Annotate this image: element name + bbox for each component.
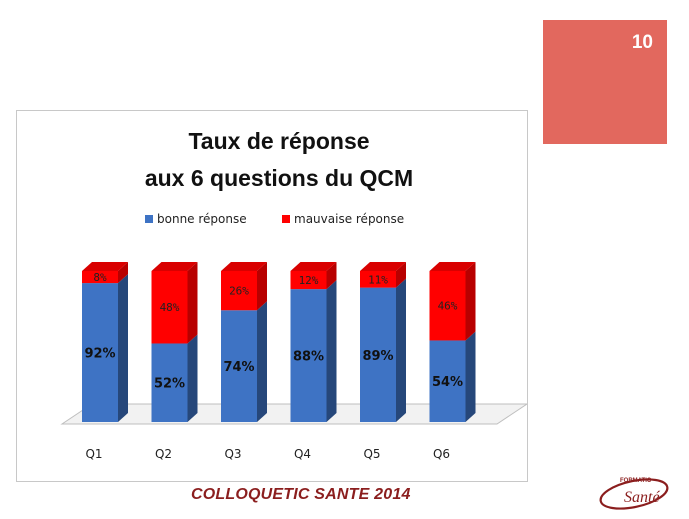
data-label-bonne-reponse-q5: 89% <box>362 349 393 364</box>
legend-label-mauvaise-reponse: mauvaise réponse <box>294 212 404 226</box>
bar-top-q5 <box>360 262 406 271</box>
x-tick-label-q2: Q2 <box>155 447 172 461</box>
bar-segment-mauvaise-reponse-q4 <box>290 271 327 290</box>
legend-swatch-bonne-reponse <box>145 215 153 223</box>
bar-side-mauvaise-reponse-q2 <box>187 262 198 344</box>
bar-segment-bonne-reponse-q5 <box>360 287 396 422</box>
chart-frame: Taux de réponse aux 6 questions du QCM b… <box>16 110 528 482</box>
x-tick-label-q5: Q5 <box>363 447 380 461</box>
data-label-mauvaise-reponse-q1: 8% <box>93 271 107 284</box>
bar-side-mauvaise-reponse-q5 <box>396 262 406 288</box>
bar-segment-mauvaise-reponse-q1 <box>82 271 118 284</box>
x-tick-label-q6: Q6 <box>433 447 450 461</box>
svg-text:FORMATIC: FORMATIC <box>620 478 652 484</box>
data-label-bonne-reponse-q1: 92% <box>84 347 115 362</box>
data-label-bonne-reponse-q6: 54% <box>432 375 463 390</box>
page-number: 10 <box>631 32 653 53</box>
data-label-bonne-reponse-q4: 88% <box>293 350 324 365</box>
bar-side-mauvaise-reponse-q4 <box>326 262 337 290</box>
stacked-bar-q2: 52% 48% <box>151 262 198 422</box>
bar-segment-mauvaise-reponse-q5 <box>360 271 396 288</box>
data-label-mauvaise-reponse-q5: 11% <box>368 273 388 286</box>
stacked-bar-q1: 92% 8% <box>82 262 128 422</box>
bar-top-q3 <box>221 262 267 271</box>
data-label-mauvaise-reponse-q6: 46% <box>438 300 458 313</box>
stacked-bar-q4: 88% 12% <box>290 262 337 422</box>
data-label-mauvaise-reponse-q4: 12% <box>299 274 319 287</box>
page-number-badge: 10 <box>543 20 667 144</box>
formatic-sante-logo: FORMATIC Santé <box>594 466 676 519</box>
chart-legend: bonne réponse mauvaise réponse <box>145 212 404 226</box>
data-label-bonne-reponse-q2: 52% <box>154 377 185 392</box>
stacked-bar-chart: Taux de réponse aux 6 questions du QCM b… <box>60 128 527 461</box>
bar-side-bonne-reponse-q3 <box>257 301 267 422</box>
bar-segment-bonne-reponse-q1 <box>82 283 118 422</box>
x-tick-label-q3: Q3 <box>224 447 241 461</box>
stacked-bar-q3: 74% 26% <box>221 262 267 422</box>
bar-top-q4 <box>290 262 337 271</box>
bar-segment-mauvaise-reponse-q2 <box>151 271 188 344</box>
data-label-mauvaise-reponse-q3: 26% <box>229 285 249 298</box>
bar-segment-bonne-reponse-q3 <box>221 310 257 422</box>
chart-title-line-2: aux 6 questions du QCM <box>145 165 413 191</box>
bar-side-bonne-reponse-q6 <box>465 331 476 422</box>
x-tick-label-q4: Q4 <box>294 447 311 461</box>
data-label-bonne-reponse-q3: 74% <box>223 360 254 375</box>
chart-title-line-1: Taux de réponse <box>188 128 369 154</box>
bar-top-q2 <box>151 262 198 271</box>
legend-swatch-mauvaise-reponse <box>282 215 290 223</box>
bar-top-q1 <box>82 262 128 271</box>
bar-side-mauvaise-reponse-q1 <box>118 262 128 284</box>
bar-side-bonne-reponse-q2 <box>187 334 198 422</box>
stacked-bar-q6: 54% 46% <box>429 262 476 422</box>
bars-group: 92% 8% 52% 48% 74% 26% 88% 12% 89% 11% 54% 46% <box>82 262 476 422</box>
bar-side-mauvaise-reponse-q3 <box>257 262 267 311</box>
bar-segment-bonne-reponse-q6 <box>429 340 466 422</box>
bar-side-mauvaise-reponse-q6 <box>465 262 476 341</box>
bar-segment-mauvaise-reponse-q6 <box>429 271 466 341</box>
legend-label-bonne-reponse: bonne réponse <box>157 212 247 226</box>
bar-side-bonne-reponse-q4 <box>326 280 337 422</box>
bar-segment-bonne-reponse-q2 <box>151 343 188 422</box>
bar-top-q6 <box>429 262 476 271</box>
data-label-mauvaise-reponse-q2: 48% <box>160 301 180 314</box>
svg-text:Santé: Santé <box>624 489 660 506</box>
footer-text: COLLOQUETIC SANTE 2014 <box>191 486 411 503</box>
x-tick-label-q1: Q1 <box>85 447 102 461</box>
bar-segment-bonne-reponse-q4 <box>290 289 327 422</box>
bar-side-bonne-reponse-q1 <box>118 274 128 422</box>
x-axis-labels: Q1 Q2 Q3 Q4 Q5 Q6 <box>85 447 450 461</box>
bar-segment-mauvaise-reponse-q3 <box>221 271 257 311</box>
bar-side-bonne-reponse-q5 <box>396 278 406 422</box>
stacked-bar-q5: 89% 11% <box>360 262 406 422</box>
